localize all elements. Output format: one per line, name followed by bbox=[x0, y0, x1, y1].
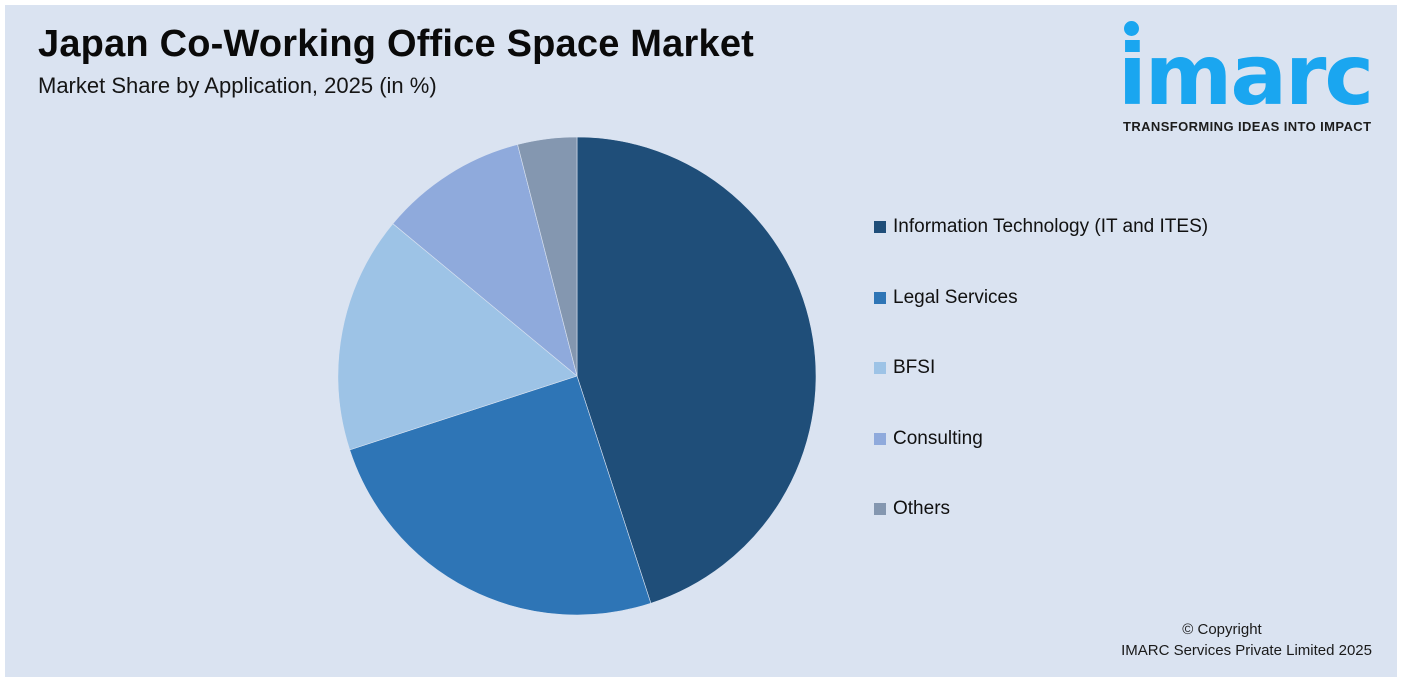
pie-chart bbox=[337, 136, 817, 616]
legend-label: BFSI bbox=[893, 357, 936, 378]
legend-swatch-icon bbox=[874, 362, 886, 374]
pie-slice-legal-services bbox=[349, 375, 652, 616]
copyright-line-2: IMARC Services Private Limited 2025 bbox=[1121, 642, 1372, 659]
legend-item: Legal Services bbox=[874, 281, 1018, 315]
chart-title: Japan Co-Working Office Space Market bbox=[38, 23, 755, 65]
pie-slice-bfsi bbox=[337, 223, 578, 451]
legend-label: Information Technology (IT and ITES) bbox=[893, 216, 1209, 237]
pie-slice-others bbox=[517, 136, 578, 377]
legend-item: BFSI bbox=[874, 351, 935, 385]
legend-swatch-icon bbox=[874, 291, 886, 304]
legend-label: Others bbox=[893, 498, 951, 519]
logo-tagline: TRANSFORMING IDEAS INTO IMPACT bbox=[1123, 119, 1372, 134]
legend-item: Others bbox=[874, 492, 950, 526]
legend-swatch-icon bbox=[874, 221, 886, 233]
logo-wordmark: imarc bbox=[1118, 26, 1374, 124]
logo-dot-icon bbox=[1124, 21, 1139, 36]
legend-item: Information Technology (IT and ITES) bbox=[874, 210, 1208, 244]
legend-label: Legal Services bbox=[893, 286, 1018, 308]
copyright-line-1: © Copyright bbox=[1182, 621, 1262, 638]
legend-label: Consulting bbox=[893, 427, 983, 449]
legend-swatch-icon bbox=[874, 503, 886, 515]
pie-slice-consulting bbox=[392, 144, 578, 377]
legend-swatch-icon bbox=[874, 432, 886, 445]
imarc-logo: imarc TRANSFORMING IDEAS INTO IMPACT bbox=[1118, 19, 1388, 139]
chart-subtitle: Market Share by Application, 2025 (in %) bbox=[38, 73, 437, 98]
legend-item: Consulting bbox=[874, 422, 983, 456]
pie-slice-information-technology-it-and-ites bbox=[576, 136, 817, 604]
chart-card: Japan Co-Working Office Space Market Mar… bbox=[5, 5, 1397, 677]
copyright-notice: © Copyright IMARC Services Private Limit… bbox=[1072, 619, 1372, 661]
